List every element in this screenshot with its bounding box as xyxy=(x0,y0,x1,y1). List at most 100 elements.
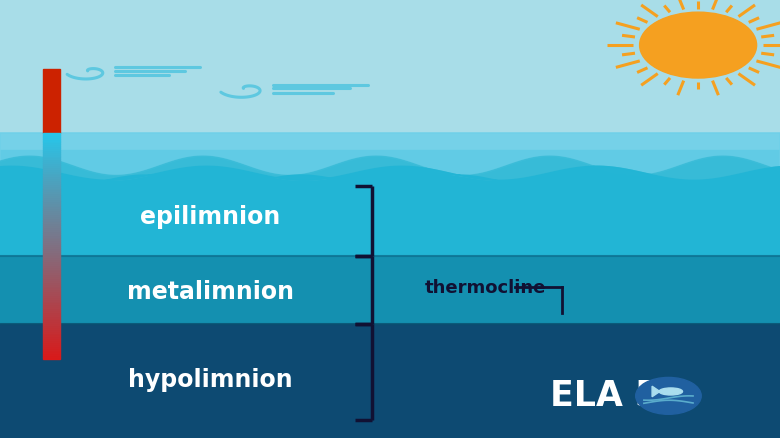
Bar xyxy=(43,179,60,180)
Bar xyxy=(43,194,60,196)
Bar xyxy=(43,167,60,170)
Bar xyxy=(43,346,60,348)
Bar xyxy=(43,353,60,355)
Bar xyxy=(43,211,60,212)
Bar xyxy=(43,290,60,292)
Bar xyxy=(43,151,60,152)
Bar xyxy=(0,256,780,324)
Bar xyxy=(43,199,60,201)
Bar xyxy=(43,183,60,184)
Bar xyxy=(43,134,60,135)
Bar xyxy=(0,0,780,177)
Bar xyxy=(43,222,60,224)
Bar xyxy=(43,355,60,357)
Bar xyxy=(0,324,780,438)
Bar xyxy=(43,158,60,160)
Bar xyxy=(43,244,60,247)
Bar xyxy=(43,267,60,269)
Bar xyxy=(43,212,60,215)
Bar xyxy=(43,305,60,307)
Bar xyxy=(43,135,60,138)
Ellipse shape xyxy=(659,388,682,395)
Bar xyxy=(43,331,60,333)
Bar xyxy=(43,261,60,263)
Bar xyxy=(43,171,60,173)
Bar xyxy=(43,224,60,226)
Bar xyxy=(43,230,60,231)
Bar xyxy=(43,190,60,192)
Text: hypolimnion: hypolimnion xyxy=(128,367,293,391)
Bar xyxy=(43,318,60,320)
Bar xyxy=(43,156,60,158)
Bar xyxy=(43,207,60,209)
Bar xyxy=(43,143,60,145)
Bar xyxy=(43,333,60,335)
Bar xyxy=(43,196,60,198)
Bar xyxy=(43,329,60,331)
Text: ELA 5: ELA 5 xyxy=(550,377,659,411)
Bar xyxy=(43,357,60,359)
Bar xyxy=(43,250,60,252)
Bar xyxy=(43,198,60,199)
Bar xyxy=(43,192,60,194)
Bar xyxy=(43,188,60,190)
Bar xyxy=(43,293,60,295)
Circle shape xyxy=(636,378,701,414)
Bar xyxy=(43,149,60,151)
Bar xyxy=(43,252,60,254)
Bar xyxy=(0,151,780,256)
Bar xyxy=(43,344,60,346)
Bar xyxy=(43,203,60,205)
Bar xyxy=(43,186,60,188)
Bar xyxy=(43,310,60,312)
Bar xyxy=(43,226,60,228)
Bar xyxy=(43,201,60,203)
Bar xyxy=(43,276,60,279)
Bar xyxy=(43,228,60,230)
Bar xyxy=(43,286,60,288)
Bar xyxy=(43,138,60,139)
Bar xyxy=(43,254,60,256)
Bar xyxy=(43,177,60,179)
Bar xyxy=(43,279,60,280)
Bar xyxy=(43,335,60,337)
Bar xyxy=(43,320,60,321)
Bar xyxy=(43,218,60,220)
Bar xyxy=(43,342,60,344)
Bar xyxy=(43,295,60,297)
Bar xyxy=(43,180,60,183)
Bar xyxy=(43,299,60,301)
Bar xyxy=(43,237,60,239)
Bar xyxy=(43,280,60,282)
Polygon shape xyxy=(652,386,660,397)
Bar xyxy=(43,162,60,164)
Bar xyxy=(43,231,60,233)
Bar xyxy=(43,241,60,243)
Bar xyxy=(43,166,60,167)
Bar xyxy=(43,337,60,339)
Bar xyxy=(43,247,60,248)
Bar xyxy=(43,145,60,147)
Bar xyxy=(43,141,60,143)
Bar xyxy=(43,301,60,303)
Bar xyxy=(43,312,60,314)
Bar xyxy=(43,220,60,222)
Bar xyxy=(43,154,60,156)
Bar xyxy=(43,147,60,149)
Bar xyxy=(43,339,60,340)
Bar xyxy=(43,348,60,350)
Bar xyxy=(43,248,60,250)
Bar xyxy=(43,292,60,293)
Bar xyxy=(43,297,60,299)
Text: epilimnion: epilimnion xyxy=(140,205,281,229)
Bar xyxy=(43,350,60,352)
Circle shape xyxy=(640,13,757,79)
Bar xyxy=(43,288,60,290)
Bar xyxy=(43,323,60,325)
Bar xyxy=(43,352,60,353)
Bar xyxy=(43,308,60,310)
Bar xyxy=(43,282,60,284)
Bar xyxy=(43,284,60,286)
Bar xyxy=(43,263,60,265)
Bar xyxy=(43,260,60,261)
